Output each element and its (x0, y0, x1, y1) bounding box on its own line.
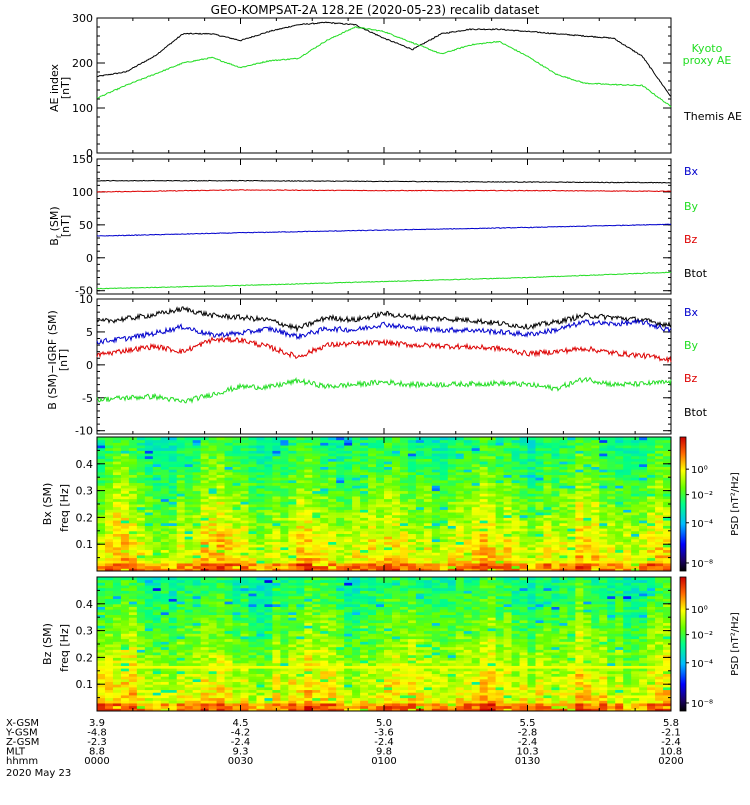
b-legend-btot: Btot (684, 267, 708, 280)
bx-spectrogram-panel: 0.1 0.2 0.3 0.4 Bx (SM) freq [Hz] 10⁰ 10⁻² 10⁻⁴ 1… (41, 437, 741, 572)
specx-a-ylabel: Bx (SM) (41, 483, 54, 526)
db-series-btot (97, 307, 671, 331)
db-legend-by: By (684, 339, 699, 352)
db-legend-bx: Bx (684, 306, 699, 319)
specx-ytick-label: 0.4 (76, 458, 94, 471)
b-legend-bx: Bx (684, 165, 699, 178)
ae-ylabel: AE index[nT] (48, 63, 72, 112)
db-ylabel-line: [nT] (57, 349, 70, 371)
db-legend-bz: Bz (684, 372, 698, 385)
db-ylabel: B (SM)−IGRF (SM)[nT] (46, 310, 70, 410)
specx-ytick-label: 0.3 (76, 485, 94, 498)
specx-cbar-tick-label: 10⁻⁸ (691, 559, 713, 570)
ae-ylabel-line: [nT] (59, 77, 72, 99)
ae-series-kyoto-proxy-ae (97, 27, 671, 107)
b-ylabel-main: B (48, 238, 61, 246)
db-ytick-label: -10 (75, 425, 93, 438)
db-ytick-label: 0 (86, 359, 93, 372)
specz-cells (97, 577, 672, 712)
db-ytick-label: 10 (79, 293, 93, 306)
bz-spectrogram-panel: 0.10.20.30.4Bz (SM)freq [Hz]10⁰10⁻²10⁻⁴1… (41, 577, 741, 712)
specx-ytick-label: 0.1 (76, 538, 94, 551)
db-series-by (97, 378, 671, 403)
db-ytick-label: -5 (82, 392, 93, 405)
b-legend-by: By (684, 200, 699, 213)
db-legend-btot: Btot (684, 406, 708, 419)
specx-cbar-label: PSD [nT²/Hz] (730, 472, 741, 536)
b-ytick-label: 150 (72, 153, 93, 166)
specx-cbar-tick-label: 10⁻² (691, 491, 713, 502)
specx-cbar-tick-label: 10⁰ (691, 465, 708, 476)
b-yunit: [nT] (59, 215, 72, 237)
b-ytick-label: 100 (72, 186, 93, 199)
specx-a-ylabel-line: Bx (SM) (41, 483, 54, 526)
specx-b-ylabel-line: freq [Hz] (58, 484, 71, 532)
b-series-bz (97, 190, 671, 193)
b-series-bx (97, 224, 671, 236)
b-minus-igrf-panel: -10 -5 0 5 10 B (SM)−IGRF (SM)[nT] Bx By Bz Btot (46, 293, 708, 438)
specx-cbar-tick-label: 10⁻⁴ (691, 519, 713, 530)
specx-b-ylabel: freq [Hz] (58, 484, 71, 532)
b-ytick-label: 0 (86, 252, 93, 265)
ae-legend-themis: Themis AE (683, 110, 742, 123)
b-ytick-label: 50 (79, 219, 93, 232)
specx-colorbar (680, 437, 686, 571)
db-series-bz (97, 337, 671, 362)
b-series-by (97, 272, 671, 289)
b-series-btot (97, 180, 671, 183)
specx-ytick-label: 0.2 (76, 511, 94, 524)
ae-legend-kyoto: proxy AE (683, 54, 732, 67)
specx-cells (97, 437, 672, 572)
ae-series-themis-ae (97, 22, 671, 96)
ae-ytick-label: 300 (72, 12, 93, 25)
figure-title: GEO-KOMPSAT-2A 128.2E (2020-05-23) recal… (211, 3, 540, 17)
db-ytick-label: 5 (86, 326, 93, 339)
db-frame (97, 299, 671, 434)
ae-ytick-label: 100 (72, 102, 93, 115)
ae-ytick-label: 200 (72, 57, 93, 70)
b-legend-bz: Bz (684, 233, 698, 246)
